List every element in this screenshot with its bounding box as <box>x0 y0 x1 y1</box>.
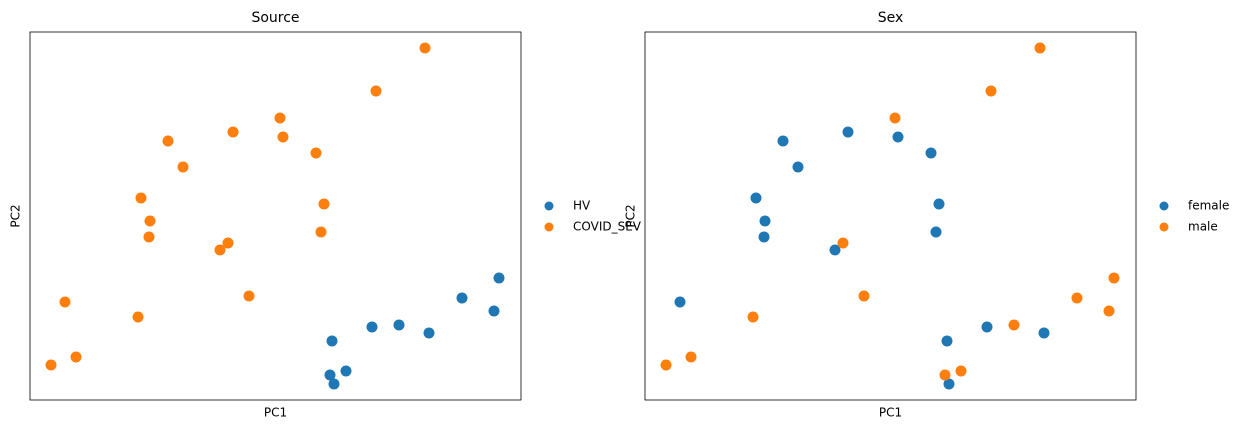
legend-label: HV <box>573 199 591 213</box>
data-point <box>310 147 322 159</box>
legend-marker <box>544 201 554 211</box>
data-point <box>747 311 759 323</box>
y-axis-label: PC2 <box>9 204 23 227</box>
data-point <box>324 369 336 381</box>
data-point <box>758 231 770 243</box>
legend-marker <box>544 222 554 232</box>
data-point <box>1034 42 1046 54</box>
data-point <box>930 226 942 238</box>
data-point <box>488 305 500 317</box>
data-point <box>955 365 967 377</box>
data-point <box>792 161 804 173</box>
chart-title: Sex <box>878 10 904 26</box>
data-point <box>985 85 997 97</box>
data-point <box>143 231 155 243</box>
legend-label: COVID_SEV <box>573 220 642 234</box>
data-point <box>177 161 189 173</box>
data-point <box>393 319 405 331</box>
plot-frame <box>29 31 522 401</box>
data-point <box>45 359 57 371</box>
data-point <box>1038 327 1050 339</box>
data-point <box>59 296 71 308</box>
data-point <box>370 85 382 97</box>
data-point <box>1071 292 1083 304</box>
data-point <box>939 369 951 381</box>
x-axis-label: PC1 <box>264 406 287 420</box>
data-point <box>227 126 239 138</box>
data-point <box>318 198 330 210</box>
data-point <box>892 131 904 143</box>
data-point <box>162 135 174 147</box>
legend-label: male <box>1188 220 1218 234</box>
data-point <box>222 237 234 249</box>
data-point <box>943 378 955 390</box>
data-point <box>685 351 697 363</box>
data-point <box>925 147 937 159</box>
data-point <box>829 244 841 256</box>
data-point <box>493 272 505 284</box>
data-point <box>1108 272 1120 284</box>
legend-marker <box>1159 201 1169 211</box>
data-point <box>277 131 289 143</box>
y-axis-label: PC2 <box>624 204 638 227</box>
data-point <box>366 321 378 333</box>
data-point <box>1103 305 1115 317</box>
data-point <box>70 351 82 363</box>
data-point <box>750 192 762 204</box>
data-point <box>858 290 870 302</box>
data-point <box>837 237 849 249</box>
data-point <box>326 335 338 347</box>
data-point <box>315 226 327 238</box>
data-point <box>214 244 226 256</box>
legend-label: female <box>1188 199 1229 213</box>
data-point <box>889 112 901 124</box>
data-point <box>274 112 286 124</box>
data-point <box>660 359 672 371</box>
data-point <box>456 292 468 304</box>
data-point <box>328 378 340 390</box>
data-point <box>981 321 993 333</box>
data-point <box>674 296 686 308</box>
data-point <box>933 198 945 210</box>
data-point <box>144 215 156 227</box>
data-point <box>340 365 352 377</box>
data-point <box>759 215 771 227</box>
x-axis-label: PC1 <box>879 406 902 420</box>
data-point <box>777 135 789 147</box>
data-point <box>243 290 255 302</box>
chart-title: Source <box>251 10 299 26</box>
data-point <box>941 335 953 347</box>
plot-frame <box>644 31 1137 401</box>
data-point <box>423 327 435 339</box>
data-point <box>1008 319 1020 331</box>
legend-marker <box>1159 222 1169 232</box>
data-point <box>842 126 854 138</box>
data-point <box>135 192 147 204</box>
data-point <box>132 311 144 323</box>
data-point <box>419 42 431 54</box>
